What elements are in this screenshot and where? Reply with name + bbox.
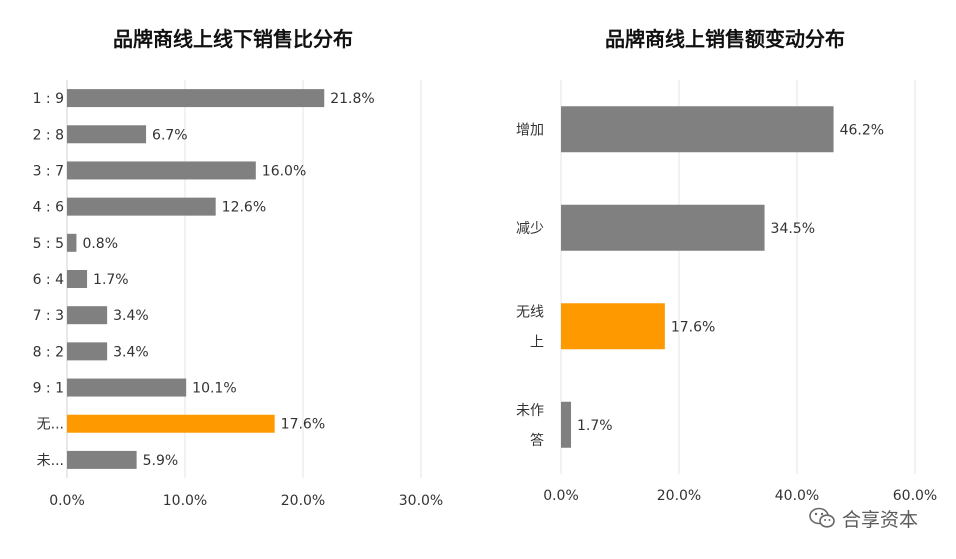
data-label: 16.0% xyxy=(262,163,306,179)
x-tick-label: 20.0% xyxy=(281,493,325,509)
wechat-icon xyxy=(809,507,835,528)
data-label: 21.8% xyxy=(330,91,374,107)
bar xyxy=(67,450,137,469)
bar xyxy=(67,197,216,216)
bar xyxy=(67,414,275,433)
category-label: 5 : 5 xyxy=(33,236,64,252)
category-label: 1 : 9 xyxy=(33,91,64,107)
bar xyxy=(67,270,88,288)
data-label: 1.7% xyxy=(577,418,613,434)
data-label: 10.1% xyxy=(192,381,236,397)
watermark: 合享资本 xyxy=(808,504,918,532)
category-label: 7 : 3 xyxy=(33,308,64,324)
category-label: 减少 xyxy=(516,221,544,237)
chart-2-plot: 0.0% 20.0% 40.0% 60.0% 46.2% 增加 34.5% 减少 17.6% 无线… xyxy=(516,80,937,504)
x-tick-label: 0.0% xyxy=(49,493,85,509)
bar xyxy=(67,125,147,144)
data-label: 46.2% xyxy=(840,122,884,138)
x-tick-label: 0.0% xyxy=(543,488,579,504)
data-label: 6.7% xyxy=(152,127,188,143)
chart-1-plot: 0.0% 10.0% 20.0% 30.0% 21.8% 1 : 9 6.7% 2 : 8 16… xyxy=(33,80,443,509)
bar xyxy=(67,378,187,397)
category-label: 4 : 6 xyxy=(33,200,65,216)
category-label: 6 : 4 xyxy=(33,272,65,288)
category-label: 2 : 8 xyxy=(33,127,64,143)
data-label: 5.9% xyxy=(143,453,179,469)
x-tick-label: 10.0% xyxy=(163,493,207,509)
chart-2-title: 品牌商线上销售额变动分布 xyxy=(605,27,845,51)
bar xyxy=(67,89,325,108)
category-label: 3 : 7 xyxy=(33,163,64,179)
x-tick-label: 30.0% xyxy=(399,493,443,509)
data-label: 0.8% xyxy=(82,236,118,252)
category-label: 无线 xyxy=(516,304,544,320)
data-label: 1.7% xyxy=(93,272,129,288)
bar xyxy=(67,342,108,361)
bar xyxy=(67,306,108,325)
category-label: 无... xyxy=(37,417,64,433)
bar xyxy=(561,106,834,153)
bar xyxy=(561,401,572,448)
category-label: 增加 xyxy=(516,122,544,138)
category-label: 9 : 1 xyxy=(33,381,64,397)
data-label: 3.4% xyxy=(113,344,149,360)
x-tick-label: 40.0% xyxy=(775,488,819,504)
bar xyxy=(67,233,77,252)
category-label: 未... xyxy=(37,453,64,469)
data-label: 34.5% xyxy=(771,221,815,237)
category-label: 未作 xyxy=(516,403,544,419)
data-label: 12.6% xyxy=(222,200,266,216)
data-label: 17.6% xyxy=(671,319,715,335)
bar xyxy=(561,204,765,251)
category-label: 答 xyxy=(530,432,544,449)
category-label: 8 : 2 xyxy=(33,344,64,360)
bar xyxy=(67,161,256,180)
category-label: 上 xyxy=(530,334,544,350)
x-tick-label: 20.0% xyxy=(657,488,701,504)
bar xyxy=(561,303,665,350)
x-tick-label: 60.0% xyxy=(893,488,937,504)
watermark-text: 合享资本 xyxy=(842,508,919,531)
data-label: 3.4% xyxy=(113,308,149,324)
chart-1-title: 品牌商线上线下销售比分布 xyxy=(113,27,353,51)
data-label: 17.6% xyxy=(281,417,325,433)
